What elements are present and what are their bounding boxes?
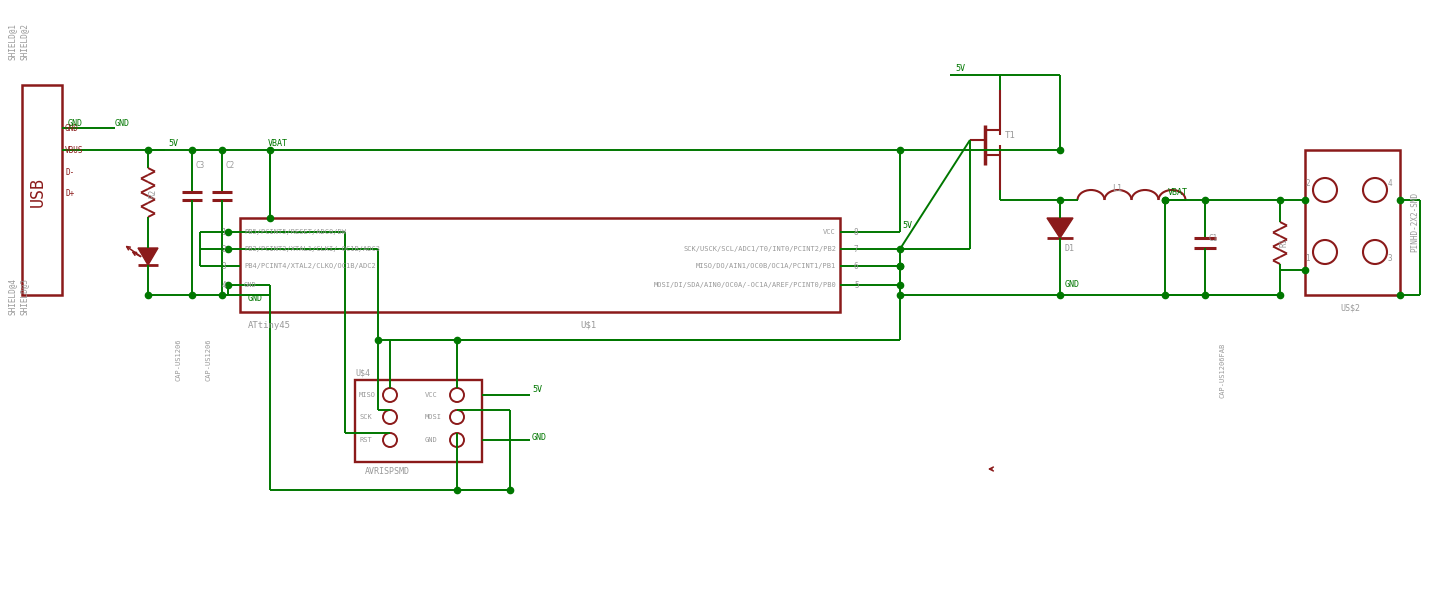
Text: PB3/PCINT3/XTAL1/CLKI/-OC1B/ADC3: PB3/PCINT3/XTAL1/CLKI/-OC1B/ADC3 — [244, 246, 380, 252]
Polygon shape — [139, 248, 159, 265]
Text: C2: C2 — [224, 160, 234, 169]
Text: MISO: MISO — [359, 392, 376, 398]
Text: MISO/DO/AIN1/OC0B/OC1A/PCINT1/PB1: MISO/DO/AIN1/OC0B/OC1A/PCINT1/PB1 — [696, 263, 836, 269]
Text: ATtiny45: ATtiny45 — [249, 321, 292, 330]
Text: CAP-US1206FAB: CAP-US1206FAB — [1220, 343, 1226, 398]
Text: 4: 4 — [221, 281, 226, 289]
Text: GND: GND — [64, 123, 79, 133]
Text: USB: USB — [29, 177, 47, 207]
Text: 5V: 5V — [955, 63, 965, 72]
Text: CAP-US1206: CAP-US1206 — [204, 339, 211, 381]
Text: SCK: SCK — [359, 414, 372, 420]
Text: PB4/PCINT4/XTAL2/CLKO/OC1B/ADC2: PB4/PCINT4/XTAL2/CLKO/OC1B/ADC2 — [244, 263, 376, 269]
Text: 1: 1 — [1305, 254, 1310, 263]
Text: VCC: VCC — [823, 229, 836, 235]
Text: 2: 2 — [1305, 179, 1310, 187]
Text: U$1: U$1 — [580, 321, 596, 330]
Text: SHIELD@1: SHIELD@1 — [7, 23, 17, 60]
Text: C3: C3 — [194, 160, 204, 169]
Text: 2: 2 — [221, 244, 226, 254]
Text: D-: D- — [64, 168, 74, 176]
Bar — [354, 380, 482, 462]
Text: VBAT: VBAT — [269, 139, 289, 147]
Text: C1: C1 — [1209, 233, 1219, 243]
Text: GND: GND — [1065, 279, 1080, 289]
Text: GND: GND — [114, 119, 130, 128]
Text: US$2: US$2 — [1340, 303, 1360, 313]
Text: GND: GND — [424, 437, 437, 443]
Bar — [21, 85, 61, 295]
Text: 5V: 5V — [902, 220, 912, 230]
Text: D1: D1 — [1065, 244, 1075, 252]
Polygon shape — [1047, 218, 1073, 238]
Text: PB5/PCINT5/RESET/ADC0/DW: PB5/PCINT5/RESET/ADC0/DW — [244, 229, 346, 235]
Text: T1: T1 — [1005, 131, 1016, 139]
Text: VBAT: VBAT — [1167, 187, 1187, 196]
Text: R2: R2 — [149, 188, 157, 198]
Text: 8: 8 — [855, 228, 859, 236]
Text: CAP-US1206: CAP-US1206 — [174, 339, 181, 381]
Text: 5V: 5V — [169, 139, 179, 147]
Bar — [240, 218, 840, 312]
Text: R1: R1 — [1279, 238, 1289, 247]
Text: L1: L1 — [1112, 184, 1122, 193]
Text: 3: 3 — [1388, 254, 1393, 263]
Text: MOSI: MOSI — [424, 414, 442, 420]
Text: 4: 4 — [1388, 179, 1393, 187]
Text: SHIELD@3: SHIELD@3 — [20, 278, 29, 315]
Text: GND: GND — [249, 293, 263, 303]
Text: 5V: 5V — [532, 384, 542, 394]
Text: 7: 7 — [855, 244, 859, 254]
Text: SHIELD@4: SHIELD@4 — [7, 278, 17, 315]
Text: 5: 5 — [855, 281, 859, 289]
Text: D+: D+ — [64, 188, 74, 198]
Text: U$4: U$4 — [354, 368, 370, 378]
Text: VCC: VCC — [424, 392, 437, 398]
Bar — [1305, 150, 1400, 295]
Text: SHIELD@2: SHIELD@2 — [20, 23, 29, 60]
Text: SCK/USCK/SCL/ADC1/T0/INT0/PCINT2/PB2: SCK/USCK/SCL/ADC1/T0/INT0/PCINT2/PB2 — [683, 246, 836, 252]
Text: GND: GND — [532, 432, 547, 441]
Text: VBUS: VBUS — [64, 146, 83, 155]
Text: GND: GND — [69, 119, 83, 128]
Text: 3: 3 — [221, 262, 226, 271]
Text: 1: 1 — [221, 228, 226, 236]
Text: RST: RST — [359, 437, 372, 443]
Text: 6: 6 — [855, 262, 859, 271]
Text: AVRISPSMD: AVRISPSMD — [364, 467, 410, 476]
Text: GND: GND — [244, 282, 257, 288]
Text: PINHD-2X2-SMD: PINHD-2X2-SMD — [1410, 192, 1419, 252]
Text: MOSI/DI/SDA/AIN0/OC0A/-OC1A/AREF/PCINT0/PB0: MOSI/DI/SDA/AIN0/OC0A/-OC1A/AREF/PCINT0/… — [653, 282, 836, 288]
